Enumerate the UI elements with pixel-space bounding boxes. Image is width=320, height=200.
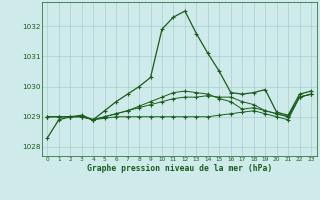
X-axis label: Graphe pression niveau de la mer (hPa): Graphe pression niveau de la mer (hPa) [87, 164, 272, 173]
